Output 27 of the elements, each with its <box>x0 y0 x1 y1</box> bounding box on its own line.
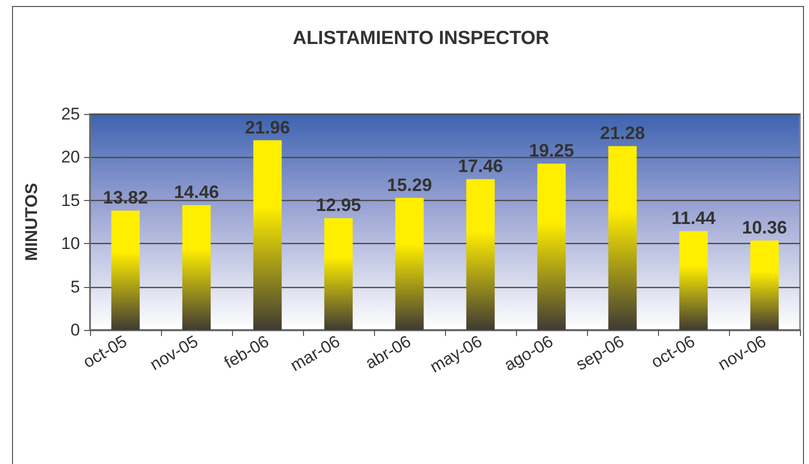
data-label: 21.96 <box>244 117 290 138</box>
bar <box>608 146 637 330</box>
bar <box>750 240 779 330</box>
y-tick-label: 0 <box>70 320 80 340</box>
y-tick-label: 20 <box>61 148 80 167</box>
data-label: 12.95 <box>316 195 362 216</box>
data-label: 10.36 <box>742 217 788 238</box>
y-tick-label: 10 <box>61 234 80 254</box>
data-label: 15.29 <box>386 174 432 195</box>
data-label: 19.25 <box>528 140 574 161</box>
data-label: 14.46 <box>174 182 220 202</box>
y-tick-label: 5 <box>70 277 80 296</box>
bar <box>324 218 353 330</box>
bar <box>395 198 424 330</box>
bar <box>111 210 140 330</box>
data-label: 17.46 <box>458 156 504 176</box>
bar <box>537 164 566 330</box>
bar <box>182 205 211 330</box>
y-tick-label: 15 <box>61 190 80 210</box>
data-label: 21.28 <box>600 123 646 144</box>
bar <box>253 140 282 330</box>
data-label: 11.44 <box>671 208 716 228</box>
chart-title: ALISTAMIENTO INSPECTOR <box>292 28 550 49</box>
y-tick-label: 25 <box>61 104 80 124</box>
bar <box>466 179 495 330</box>
bar <box>679 231 708 330</box>
y-axis-title: MINUTOS <box>22 182 41 262</box>
